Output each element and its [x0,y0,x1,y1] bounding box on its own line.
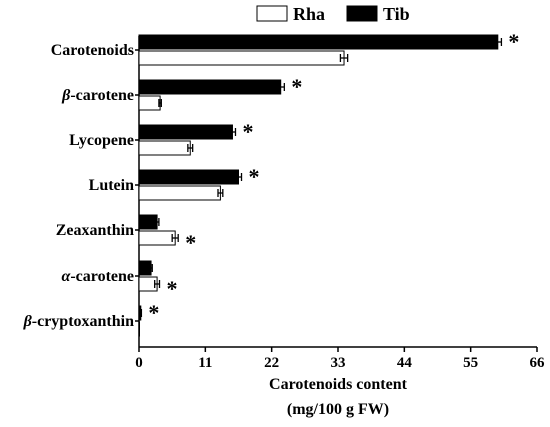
legend: Rha Tib [256,4,410,24]
bar-tib [138,214,158,230]
x-axis: 0 11 22 33 44 55 66 [135,346,546,371]
significance-marker: * [249,164,260,189]
bar-rha [138,140,191,156]
bar-tib [138,79,282,95]
category-label: Lutein [89,177,134,194]
bar-tib [138,34,499,50]
x-tick-label: 33 [331,355,346,371]
category-label: β-carotene [61,87,134,104]
legend-swatch-rha [256,5,288,22]
legend-swatch-tib [346,5,378,22]
x-tick-label: 0 [135,355,143,371]
significance-marker: * [508,29,519,54]
legend-label-rha: Rha [293,4,325,24]
x-tick-label: 11 [198,355,212,371]
category-label: α-carotene [61,268,134,285]
x-tick-label: 44 [397,355,413,371]
x-tick-label: 55 [463,355,478,371]
bar-rha [138,95,161,111]
plot-area: Carotenoids * β-carotene * Lycopene * Lutein * Z… [23,29,519,347]
significance-marker: * [185,230,196,255]
bar-rha [138,230,176,246]
bar-rha [138,50,345,66]
category-label: β-cryptoxanthin [23,313,135,330]
x-tick-label: 22 [264,355,279,371]
x-axis-title: Carotenoids content [269,376,408,393]
significance-marker: * [242,119,253,144]
bar-rha [138,321,140,337]
significance-marker: * [167,276,178,301]
category-label: Carotenoids [51,42,134,59]
bar-tib [138,124,233,140]
bar-rha [138,185,221,201]
category-label: Zeaxanthin [56,222,134,239]
x-tick-label: 66 [530,355,546,371]
category-label: Lycopene [69,132,134,149]
significance-marker: * [291,74,302,99]
legend-label-tib: Tib [383,4,410,24]
significance-marker: * [148,300,159,325]
bar-tib [138,169,239,185]
x-axis-unit: (mg/100 g FW) [287,401,389,418]
